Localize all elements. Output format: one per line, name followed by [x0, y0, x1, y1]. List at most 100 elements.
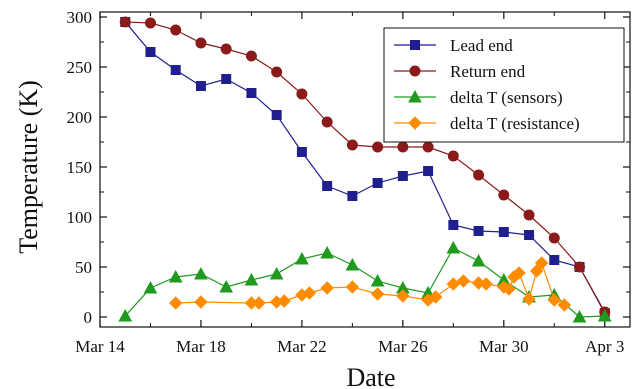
data-point: [345, 280, 360, 294]
series-line: [124, 247, 605, 318]
data-point: [479, 277, 493, 291]
data-point: [195, 81, 206, 91]
data-point: [321, 116, 333, 128]
data-point: [221, 74, 232, 84]
series-circle: [119, 16, 611, 318]
data-point: [396, 289, 410, 303]
data-point: [144, 17, 156, 29]
data-point: [549, 255, 560, 265]
data-point: [145, 47, 156, 57]
data-point: [473, 169, 485, 181]
data-point: [422, 141, 434, 153]
y-tick-label: 200: [67, 108, 93, 127]
x-tick-label: Mar 26: [378, 337, 428, 356]
legend-label: delta T (resistance): [450, 114, 580, 133]
data-point: [320, 281, 334, 295]
data-point: [252, 296, 266, 310]
x-tick-label: Mar 14: [75, 337, 125, 356]
data-point: [372, 141, 384, 153]
legend-label: Return end: [450, 62, 526, 81]
data-point: [548, 232, 560, 244]
data-point: [302, 286, 317, 300]
y-tick-label: 100: [67, 208, 93, 227]
legend-marker: [408, 116, 422, 130]
series-layer: [118, 16, 612, 323]
data-point: [320, 245, 334, 259]
data-point: [473, 226, 484, 236]
data-point: [512, 266, 526, 280]
x-tick-label: Mar 22: [277, 337, 327, 356]
data-point: [244, 272, 259, 286]
data-point: [572, 309, 587, 323]
data-point: [446, 277, 461, 291]
data-point: [170, 65, 181, 75]
data-point: [345, 257, 360, 271]
y-tick-label: 250: [67, 58, 93, 77]
x-axis-label: Date: [346, 363, 395, 389]
plot-frame: [99, 11, 631, 328]
data-point: [118, 308, 133, 322]
data-point: [428, 290, 443, 304]
data-point: [423, 166, 434, 176]
data-point: [271, 66, 283, 78]
axes: Mar 14 Mar 18 Mar 22 Mar 26 Mar 30 Apr 3 0 50 10…: [67, 8, 631, 356]
x-tick-label: Mar 18: [176, 337, 226, 356]
legend: Lead end Return end delta T (sensors) delta…: [383, 27, 625, 143]
data-point: [245, 50, 257, 62]
data-point: [372, 178, 383, 188]
y-tick-label: 300: [67, 8, 93, 27]
x-tick-label: Apr 3: [585, 337, 624, 356]
data-point: [296, 88, 308, 100]
data-point: [597, 308, 612, 322]
data-point: [524, 230, 535, 240]
data-point: [220, 43, 232, 55]
legend-marker: [410, 40, 420, 50]
data-point: [219, 279, 234, 293]
data-point: [447, 150, 459, 162]
data-point: [471, 253, 486, 267]
data-point: [347, 191, 358, 201]
data-point: [448, 220, 459, 230]
data-point: [502, 282, 516, 296]
data-point: [119, 16, 131, 28]
series-triangle: [118, 240, 612, 323]
x-tick-label: Mar 30: [479, 337, 529, 356]
data-point: [295, 251, 309, 265]
data-point: [269, 266, 284, 280]
y-tick-label: 150: [67, 158, 93, 177]
data-point: [277, 294, 291, 308]
data-point: [370, 287, 385, 301]
data-point: [296, 147, 307, 157]
data-point: [143, 280, 158, 294]
data-point: [498, 227, 509, 237]
data-point: [195, 37, 207, 49]
data-point: [346, 139, 358, 151]
data-point: [194, 295, 208, 309]
data-point: [169, 296, 183, 310]
data-point: [522, 292, 536, 306]
data-point: [271, 110, 282, 120]
data-point: [446, 240, 461, 254]
y-axis-label: Temperature (K): [14, 80, 43, 254]
series-diamond: [169, 256, 572, 312]
data-point: [534, 256, 549, 270]
data-point: [397, 141, 409, 153]
data-point: [397, 171, 408, 181]
data-point: [194, 266, 208, 280]
data-point: [168, 269, 183, 283]
legend-marker: [408, 89, 422, 103]
data-point: [557, 298, 572, 312]
data-point: [529, 264, 544, 278]
legend-marker: [409, 65, 421, 77]
data-point: [246, 88, 257, 98]
data-point: [456, 274, 471, 288]
legend-label: delta T (sensors): [450, 88, 563, 107]
y-tick-label: 0: [84, 308, 93, 327]
legend-label: Lead end: [450, 36, 513, 55]
data-point: [498, 189, 510, 201]
data-point: [523, 209, 535, 221]
data-point: [370, 273, 385, 287]
data-point: [547, 293, 561, 307]
data-point: [170, 24, 182, 36]
